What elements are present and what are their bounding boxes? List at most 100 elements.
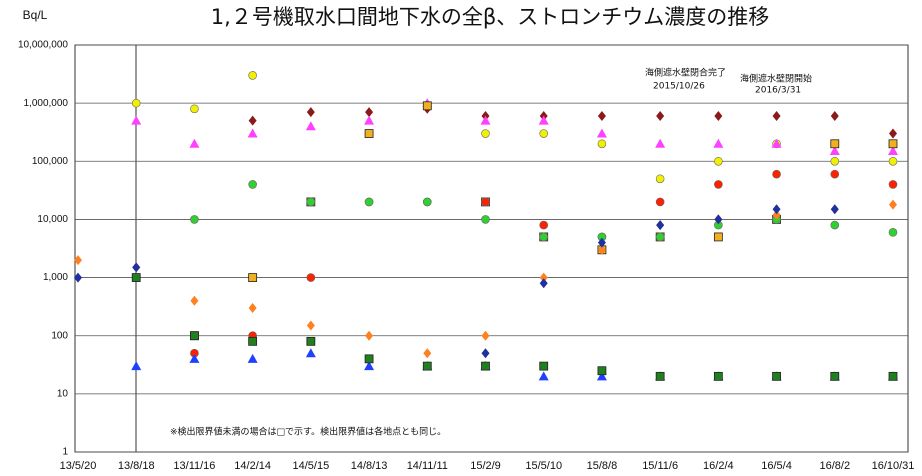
annotation-bg: [643, 67, 733, 79]
point: [364, 361, 375, 371]
point: [422, 197, 432, 207]
x-tick-label: 15/8/8: [587, 460, 618, 472]
point: [596, 371, 607, 381]
point: [597, 139, 607, 149]
point: [74, 272, 82, 283]
annotation-bg: [168, 426, 498, 438]
point: [538, 371, 549, 381]
y-tick-label: 1,000,000: [24, 98, 69, 109]
point: [888, 139, 898, 149]
point: [306, 273, 316, 282]
point: [656, 220, 665, 231]
point: [248, 71, 257, 80]
point: [655, 197, 665, 207]
point: [248, 273, 258, 282]
x-tick-label: 16/8/2: [819, 460, 850, 472]
annotation: 海側遮水壁閉開始: [740, 73, 812, 85]
point: [655, 138, 666, 148]
y-tick-label: 1,000: [43, 272, 68, 283]
point: [539, 278, 548, 289]
point: [829, 146, 840, 156]
point: [189, 353, 200, 363]
x-tick-label: 13/11/16: [173, 460, 215, 472]
annotation: ※検出限界値未満の場合は□で示す。検出限界値は各地点とも同じ。: [170, 426, 446, 438]
x-tick-label: 14/8/13: [351, 460, 388, 472]
x-tick-label: 16/2/4: [703, 460, 734, 472]
point: [888, 228, 898, 237]
y-tick-label: 10,000,000: [18, 40, 68, 51]
point: [132, 262, 141, 273]
x-tick-label: 13/8/18: [118, 460, 155, 472]
point: [131, 98, 141, 108]
y-tick-label: 1: [62, 447, 68, 458]
point: [597, 244, 606, 255]
point: [365, 107, 374, 118]
point: [305, 121, 316, 131]
point: [364, 354, 374, 364]
point: [306, 320, 315, 331]
point: [189, 138, 200, 148]
point: [772, 204, 781, 215]
point: [248, 336, 258, 346]
point: [713, 138, 724, 148]
y-tick-label: 100: [51, 330, 68, 341]
x-tick-label: 15/5/10: [525, 460, 562, 472]
point: [714, 180, 723, 189]
point: [365, 330, 374, 341]
y-tick-label: 100,000: [32, 156, 69, 167]
point: [480, 115, 491, 125]
point: [714, 214, 723, 225]
y-axis-label: Bq/L: [23, 8, 48, 22]
point: [539, 220, 549, 230]
point: [481, 361, 490, 371]
point: [190, 295, 199, 306]
point: [422, 361, 432, 371]
point: [481, 197, 490, 207]
point: [830, 139, 840, 149]
x-tick-label: 16/10/31: [872, 460, 915, 472]
point: [423, 348, 432, 359]
annotation-bg: [651, 80, 741, 92]
point: [247, 128, 258, 138]
x-tick-label: 15/11/6: [642, 460, 678, 472]
point: [889, 199, 897, 210]
point: [538, 115, 549, 125]
annotation: 2015/10/26: [653, 82, 705, 92]
point: [597, 366, 607, 376]
point: [305, 348, 316, 358]
point: [364, 197, 374, 207]
point: [306, 336, 316, 346]
point: [481, 348, 490, 359]
point: [655, 371, 665, 381]
point: [830, 169, 840, 179]
point: [539, 272, 548, 283]
point: [830, 111, 839, 122]
point: [131, 273, 141, 282]
point: [888, 371, 898, 381]
annotation: 2016/3/31: [755, 86, 801, 96]
point: [771, 138, 782, 148]
point: [830, 156, 840, 166]
point: [539, 361, 549, 371]
x-tick-label: 14/2/14: [234, 460, 271, 472]
point: [306, 107, 315, 118]
point: [772, 169, 781, 179]
point: [481, 129, 490, 138]
point: [713, 371, 723, 381]
chart-title: 1,２号機取水口間地下水の全β、ストロンチウム濃度の推移: [211, 5, 769, 29]
point: [889, 128, 897, 139]
point: [248, 302, 257, 313]
point: [713, 232, 723, 242]
point: [888, 180, 898, 189]
y-tick-label: 10,000: [37, 214, 68, 225]
x-tick-label: 14/5/15: [293, 460, 330, 472]
annotation-bg: [753, 84, 843, 96]
point: [655, 174, 665, 184]
point: [539, 232, 549, 242]
point: [597, 111, 606, 122]
point: [190, 104, 199, 114]
point: [888, 146, 898, 156]
annotation-bg: [738, 73, 828, 85]
point: [772, 371, 781, 381]
